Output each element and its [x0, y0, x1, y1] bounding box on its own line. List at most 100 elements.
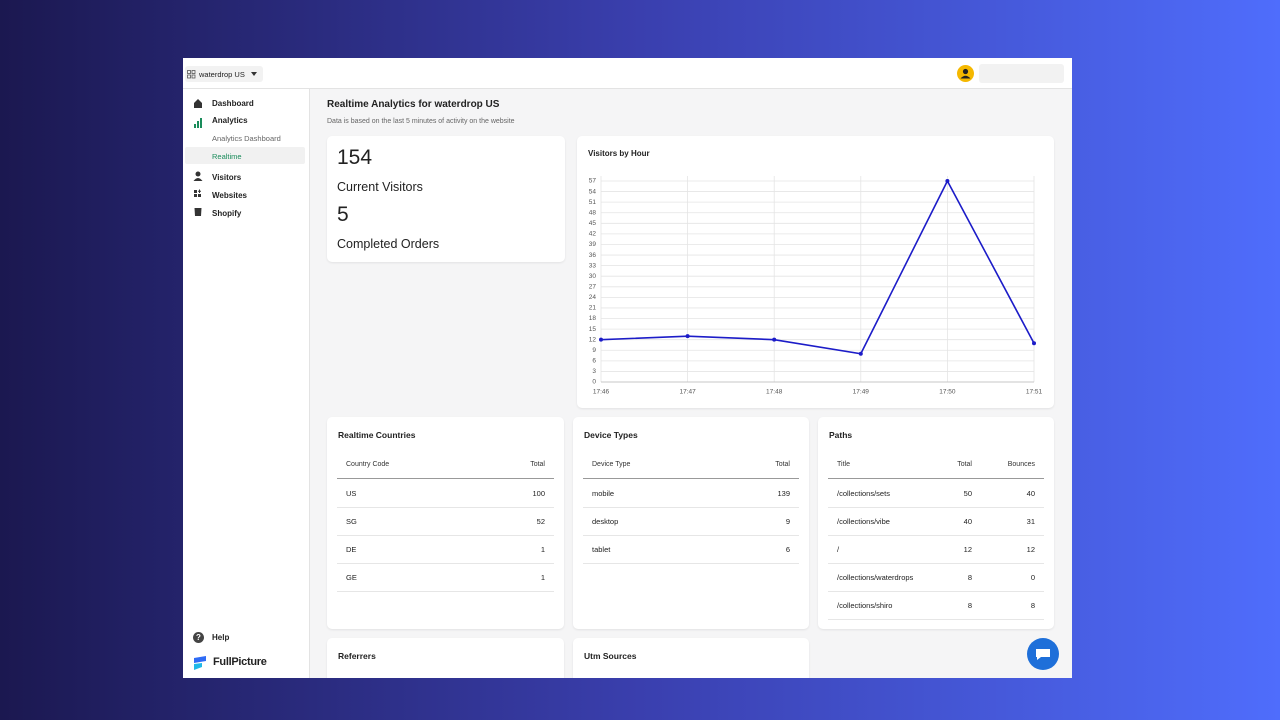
- table-cell: 12: [963, 545, 972, 554]
- app-window: waterdrop US Dashboard Analytics Analyti…: [183, 58, 1072, 678]
- stat-value: 5: [337, 203, 349, 226]
- chart-title: Visitors by Hour: [588, 149, 650, 158]
- point: [858, 351, 863, 356]
- row-rule: [583, 535, 799, 536]
- table-cell: 31: [1026, 517, 1035, 526]
- x-tick-label: 17:46: [593, 389, 610, 396]
- brand-logo: [194, 656, 206, 670]
- nav-item[interactable]: Websites: [212, 191, 247, 200]
- card-title: Utm Sources: [584, 651, 637, 661]
- bottom-card: Utm Sources: [573, 638, 809, 678]
- table-cell: 52: [536, 517, 545, 526]
- row-rule: [337, 535, 554, 536]
- table-cell: /collections/sets: [837, 489, 890, 498]
- active-highlight: [185, 147, 305, 164]
- y-tick-label: 45: [589, 220, 597, 227]
- y-tick-label: 18: [589, 315, 597, 322]
- store-selector[interactable]: waterdrop US: [185, 66, 263, 82]
- table-cell: 8: [967, 573, 972, 582]
- y-tick-label: 30: [589, 273, 597, 280]
- sidebar: Dashboard Analytics Analytics Dashboard …: [183, 89, 310, 678]
- y-tick-label: 24: [589, 294, 597, 301]
- point: [685, 334, 690, 339]
- stat-value: 154: [337, 146, 373, 169]
- point: [1032, 341, 1036, 346]
- column-header: Country Code: [346, 461, 390, 468]
- chat-icon: [1036, 649, 1050, 660]
- stats-card: 154 Current Visitors 5 Completed Orders: [327, 136, 565, 262]
- y-tick-label: 48: [589, 209, 597, 216]
- account-box[interactable]: [979, 64, 1064, 83]
- y-tick-label: 39: [589, 241, 597, 248]
- column-header: Title: [837, 461, 850, 468]
- chart-card: Visitors by Hour 0 3 6 9 12 15 18 21 24 27 30 33 36 3…: [577, 136, 1054, 408]
- table-cell: 8: [1030, 601, 1035, 610]
- store-name: waterdrop US: [199, 70, 245, 79]
- y-tick-label: 57: [589, 178, 597, 185]
- column-header: Total: [530, 461, 545, 468]
- row-rule: [828, 591, 1044, 592]
- row-rule: [828, 619, 1044, 620]
- table-cell: 6: [785, 545, 790, 554]
- row-rule: [337, 507, 554, 508]
- chat-button[interactable]: [1027, 638, 1059, 670]
- table-cell: 0: [1030, 573, 1035, 582]
- nav-sub-item[interactable]: Analytics Dashboard: [212, 134, 281, 143]
- row-rule: [583, 507, 799, 508]
- table-cell: 9: [785, 517, 790, 526]
- header-rule: [337, 478, 554, 479]
- nav-item[interactable]: Dashboard: [212, 99, 254, 108]
- table-cell: desktop: [592, 517, 619, 526]
- card-title: Referrers: [338, 651, 376, 661]
- help-link[interactable]: Help: [212, 633, 230, 642]
- brand-name: FullPicture: [213, 656, 267, 668]
- table-cell: 8: [967, 601, 972, 610]
- nav-item[interactable]: Visitors: [212, 173, 242, 182]
- top-bar: waterdrop US: [183, 58, 1072, 89]
- table-cell: tablet: [592, 545, 611, 554]
- y-tick-label: 3: [592, 368, 596, 375]
- line: [600, 179, 1035, 355]
- nav-item[interactable]: Analytics: [212, 116, 248, 125]
- row-rule: [337, 591, 554, 592]
- table-cell: 40: [1026, 489, 1035, 498]
- column-header: Total: [957, 461, 972, 468]
- nav-item[interactable]: Shopify: [212, 209, 242, 218]
- x-tick-label: 17:50: [939, 389, 956, 396]
- y-tick-label: 54: [589, 188, 597, 195]
- table-cell: 1: [540, 573, 545, 582]
- y-tick-label: 33: [589, 262, 597, 269]
- x-tick-label: 17:47: [679, 389, 696, 396]
- caret: [251, 72, 257, 76]
- table-cell: /: [837, 545, 840, 554]
- y-tick-label: 51: [589, 199, 597, 206]
- table-cell: 1: [540, 545, 545, 554]
- table-cell: GE: [346, 573, 357, 582]
- row-rule: [828, 507, 1044, 508]
- header-rule: [583, 478, 799, 479]
- row-rule: [828, 535, 1044, 536]
- nav-icons: [193, 99, 203, 216]
- table-cell: /collections/waterdrops: [837, 573, 914, 582]
- header-rule: [828, 478, 1044, 479]
- table-cell: SG: [346, 517, 357, 526]
- x-tick-label: 17:48: [766, 389, 783, 396]
- y-tick-label: 12: [589, 336, 597, 343]
- nav-sub-item-active[interactable]: Realtime: [212, 152, 242, 161]
- y-tick-label: 27: [589, 284, 597, 291]
- table-cell: 50: [963, 489, 972, 498]
- card-title: Device Types: [584, 430, 638, 440]
- y-tick-label: 42: [589, 231, 597, 238]
- avatar[interactable]: [957, 65, 974, 82]
- line-chart: 03691215182124273033363942454851545717:4…: [589, 176, 1043, 396]
- table-cell: 100: [532, 489, 545, 498]
- page-subtitle: Data is based on the last 5 minutes of a…: [327, 118, 515, 125]
- table-cell: mobile: [592, 489, 615, 498]
- stat-label: Completed Orders: [337, 237, 440, 251]
- y-tick-label: 0: [592, 379, 596, 386]
- table-cell: /collections/vibe: [837, 517, 890, 526]
- row-rule: [337, 563, 554, 564]
- page-title: Realtime Analytics for waterdrop US: [327, 99, 500, 110]
- point: [772, 337, 777, 342]
